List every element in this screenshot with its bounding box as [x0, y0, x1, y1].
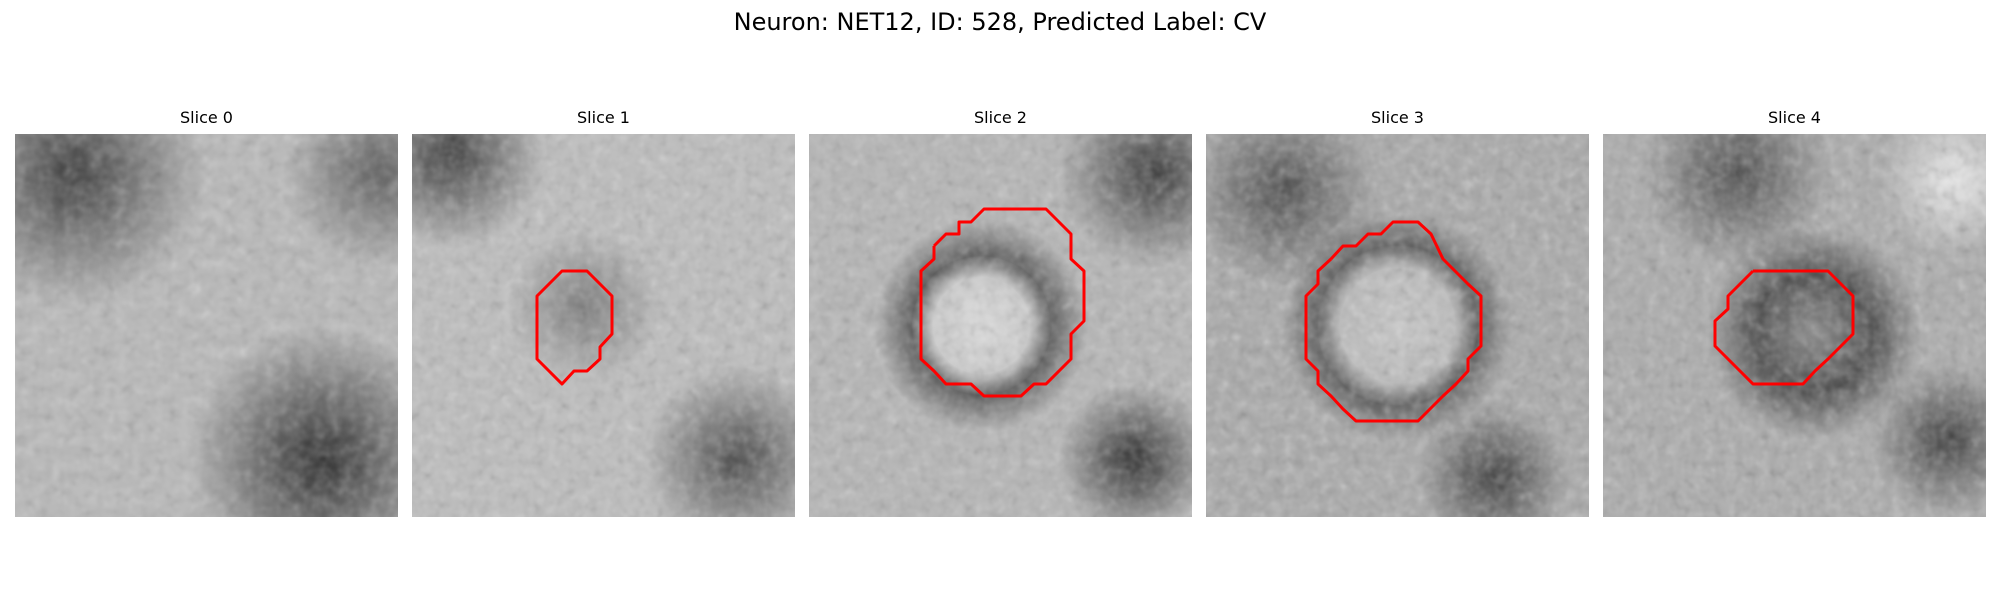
- slice-image-1: [412, 134, 795, 517]
- slice-title: Slice 3: [1371, 108, 1424, 127]
- slice-image-2: [809, 134, 1192, 517]
- slice-image-3: [1206, 134, 1589, 517]
- slice-title: Slice 0: [180, 108, 233, 127]
- figure-title: Neuron: NET12, ID: 528, Predicted Label:…: [733, 8, 1267, 36]
- segmentation-contour: [535, 269, 614, 386]
- slice-image-0: [15, 134, 398, 517]
- segmentation-contour: [1304, 220, 1483, 423]
- slice-title: Slice 4: [1768, 108, 1821, 127]
- segmentation-contour: [1713, 269, 1855, 386]
- segmentation-contour: [919, 207, 1086, 398]
- slice-title: Slice 2: [974, 108, 1027, 127]
- slice-image-4: [1603, 134, 1986, 517]
- slice-title: Slice 1: [577, 108, 630, 127]
